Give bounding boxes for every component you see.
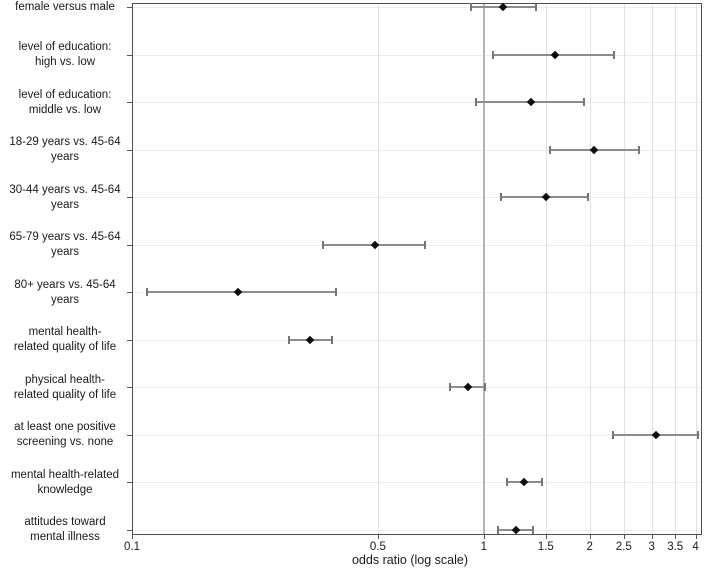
x-axis-tick xyxy=(695,535,697,539)
x-tick-label: 1.5 xyxy=(537,541,554,553)
y-axis-tick xyxy=(127,149,132,151)
y-axis-tick xyxy=(127,482,132,483)
x-tick-label: 0.5 xyxy=(369,541,386,553)
category-label: 65-79 years vs. 45-64 years xyxy=(9,231,121,258)
category-label: physical health- related quality of life xyxy=(13,373,117,401)
category-label: 80+ years vs. 45-64 years xyxy=(14,278,116,306)
x-tick-label: 1 xyxy=(480,541,487,553)
x-axis-tick xyxy=(589,535,591,539)
ci-cap-left xyxy=(470,3,473,11)
x-tick-label: 0.1 xyxy=(124,541,140,553)
row-gridline xyxy=(132,149,702,151)
ci-cap-left xyxy=(500,193,503,201)
category-label: mental health- related quality of life xyxy=(13,326,117,353)
ci-cap-left xyxy=(288,335,291,344)
reference-line xyxy=(482,3,485,535)
row-gridline xyxy=(132,102,702,103)
y-axis-tick xyxy=(127,197,132,198)
category-label: mental health-related knowledge xyxy=(10,468,120,496)
row-gridline xyxy=(132,54,702,56)
y-axis-tick xyxy=(127,434,132,436)
ci-cap-right xyxy=(637,145,640,154)
ci-cap-right xyxy=(587,193,590,201)
category-label: 30-44 years vs. 45-64 years xyxy=(9,183,121,211)
ci-cap-right xyxy=(484,383,487,391)
x-tick-label: 2.5 xyxy=(615,541,632,553)
category-label: 18-29 years vs. 45-64 years xyxy=(9,136,121,163)
ci-cap-left xyxy=(505,478,508,486)
row-gridline xyxy=(132,387,702,388)
ci-cap-right xyxy=(613,50,616,59)
x-tick-label: 4 xyxy=(692,541,699,553)
category-label: level of education: middle vs. low xyxy=(18,88,112,116)
ci-cap-left xyxy=(448,383,451,391)
y-axis-tick xyxy=(127,529,132,531)
ci-cap-right xyxy=(335,288,337,296)
x-axis-tick xyxy=(545,535,547,539)
row-gridline xyxy=(132,529,702,531)
ci-cap-right xyxy=(583,98,586,106)
ci-cap-right xyxy=(330,335,333,344)
ci-cap-right xyxy=(532,525,534,534)
y-axis-tick xyxy=(127,292,132,293)
ci-cap-right xyxy=(423,240,426,249)
y-axis-tick xyxy=(127,244,132,246)
x-axis-tick xyxy=(675,535,677,539)
category-label: at least one positive screening vs. none xyxy=(14,421,116,448)
x-gridline xyxy=(675,3,677,535)
ci-cap-left xyxy=(612,430,615,439)
ci-cap-left xyxy=(491,50,494,59)
y-axis-tick xyxy=(127,54,132,56)
ci-cap-right xyxy=(696,430,699,439)
x-axis-tick xyxy=(483,535,485,539)
plot-area xyxy=(132,3,702,535)
row-gridline xyxy=(132,292,702,293)
row-gridline xyxy=(132,434,702,436)
x-axis-tick xyxy=(132,535,133,539)
row-gridline xyxy=(132,7,702,8)
y-axis-tick xyxy=(127,7,132,8)
row-gridline xyxy=(132,197,702,198)
ci-cap-right xyxy=(535,3,538,11)
ci-cap-left xyxy=(497,525,500,534)
x-gridline xyxy=(589,3,591,535)
category-label: level of education: high vs. low xyxy=(18,41,112,68)
x-gridline xyxy=(651,3,653,535)
x-axis-tick xyxy=(623,535,625,539)
category-label: attitudes toward mental illness xyxy=(24,516,106,543)
y-axis-tick xyxy=(127,102,132,103)
x-gridline xyxy=(545,3,547,535)
x-gridline xyxy=(695,3,697,535)
x-gridline xyxy=(377,3,379,535)
x-axis-tick xyxy=(377,535,379,539)
ci-cap-left xyxy=(548,145,551,154)
ci-cap-left xyxy=(475,98,477,106)
x-tick-label: 3.5 xyxy=(667,541,684,553)
row-gridline xyxy=(132,339,702,341)
ci-cap-left xyxy=(322,240,325,249)
x-axis-tick xyxy=(651,535,653,539)
category-label: female versus male xyxy=(15,1,115,13)
x-tick-label: 2 xyxy=(586,541,593,553)
x-tick-label: 3 xyxy=(648,541,655,553)
y-axis-tick xyxy=(127,339,132,341)
y-axis-tick xyxy=(127,387,132,388)
x-axis-title: odds ratio (log scale) xyxy=(351,553,469,567)
ci-cap-right xyxy=(540,478,543,486)
row-gridline xyxy=(132,482,702,483)
ci-cap-left xyxy=(145,288,148,296)
x-gridline xyxy=(623,3,625,535)
